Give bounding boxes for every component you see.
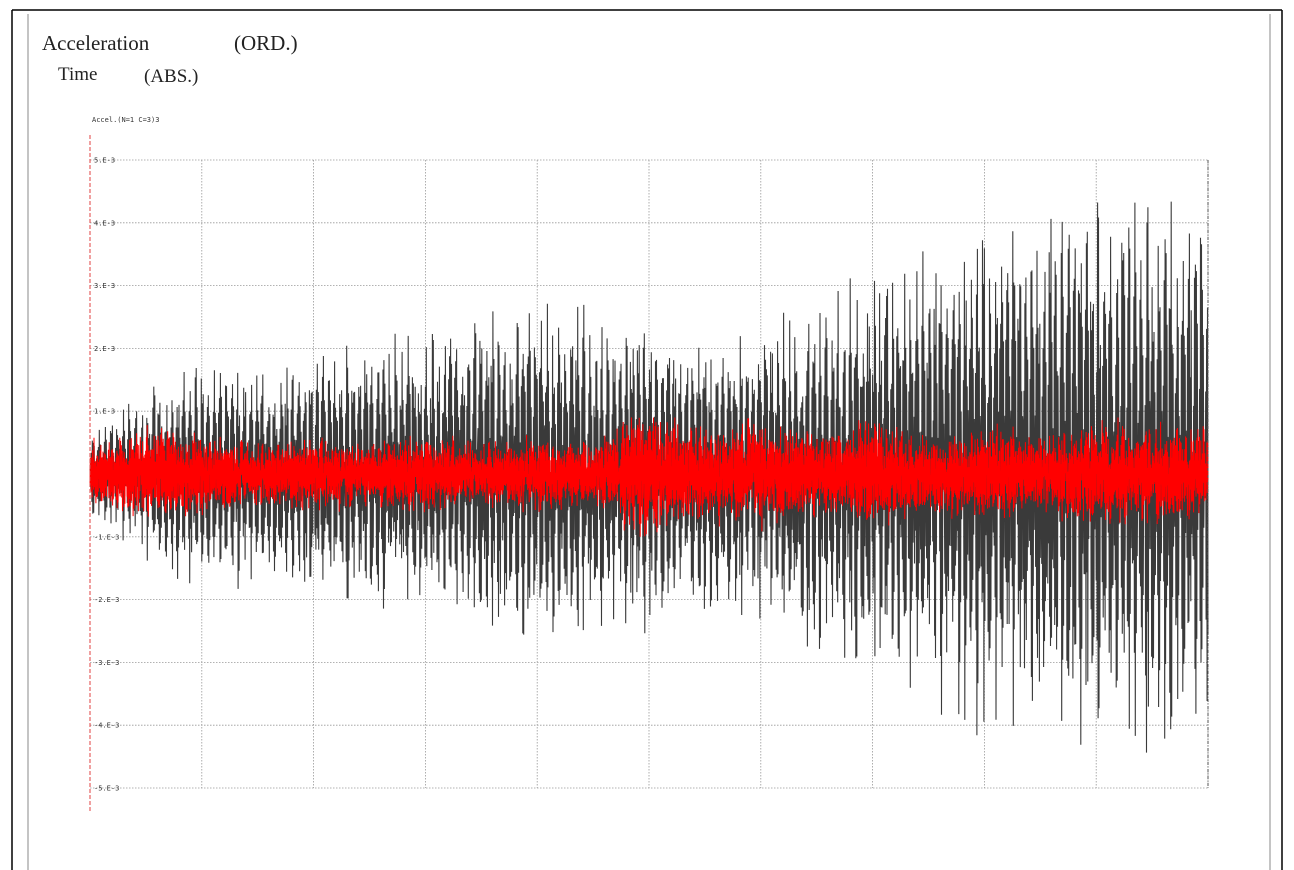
y-tick-label: -2.E-3 [94, 596, 119, 604]
series-red-waveform [89, 417, 1209, 537]
abscissa-tag: (ABS.) [144, 66, 199, 87]
ordinate-tag: (ORD.) [234, 31, 298, 55]
y-tick-label: 2.E-3 [94, 345, 115, 353]
abscissa-name: Time [58, 64, 98, 85]
y-tick-label: -3.E-3 [94, 659, 119, 667]
series-black-waveform [89, 201, 1209, 753]
y-tick-label: 1.E-3 [94, 408, 115, 416]
y-tick-label: 3.E-3 [94, 282, 115, 290]
y-tick-label: -5.E-3 [94, 785, 119, 793]
axis-layer: 5.E-3 4.E-3 3.E-3 2.E-3 1.E-3 -1.E-3 -2.E-3 -3.… [89, 135, 1209, 812]
y-tick-label: 5.E-3 [94, 157, 115, 165]
y-tick-label: 4.E-3 [94, 219, 115, 227]
channel-label: Accel.(N=1 C=3)3 [92, 116, 159, 124]
y-tick-label: -4.E-3 [94, 722, 119, 730]
ordinate-name: Acceleration [42, 31, 150, 55]
y-tick-label: -1.E-3 [94, 533, 119, 541]
series-layer [89, 201, 1209, 753]
